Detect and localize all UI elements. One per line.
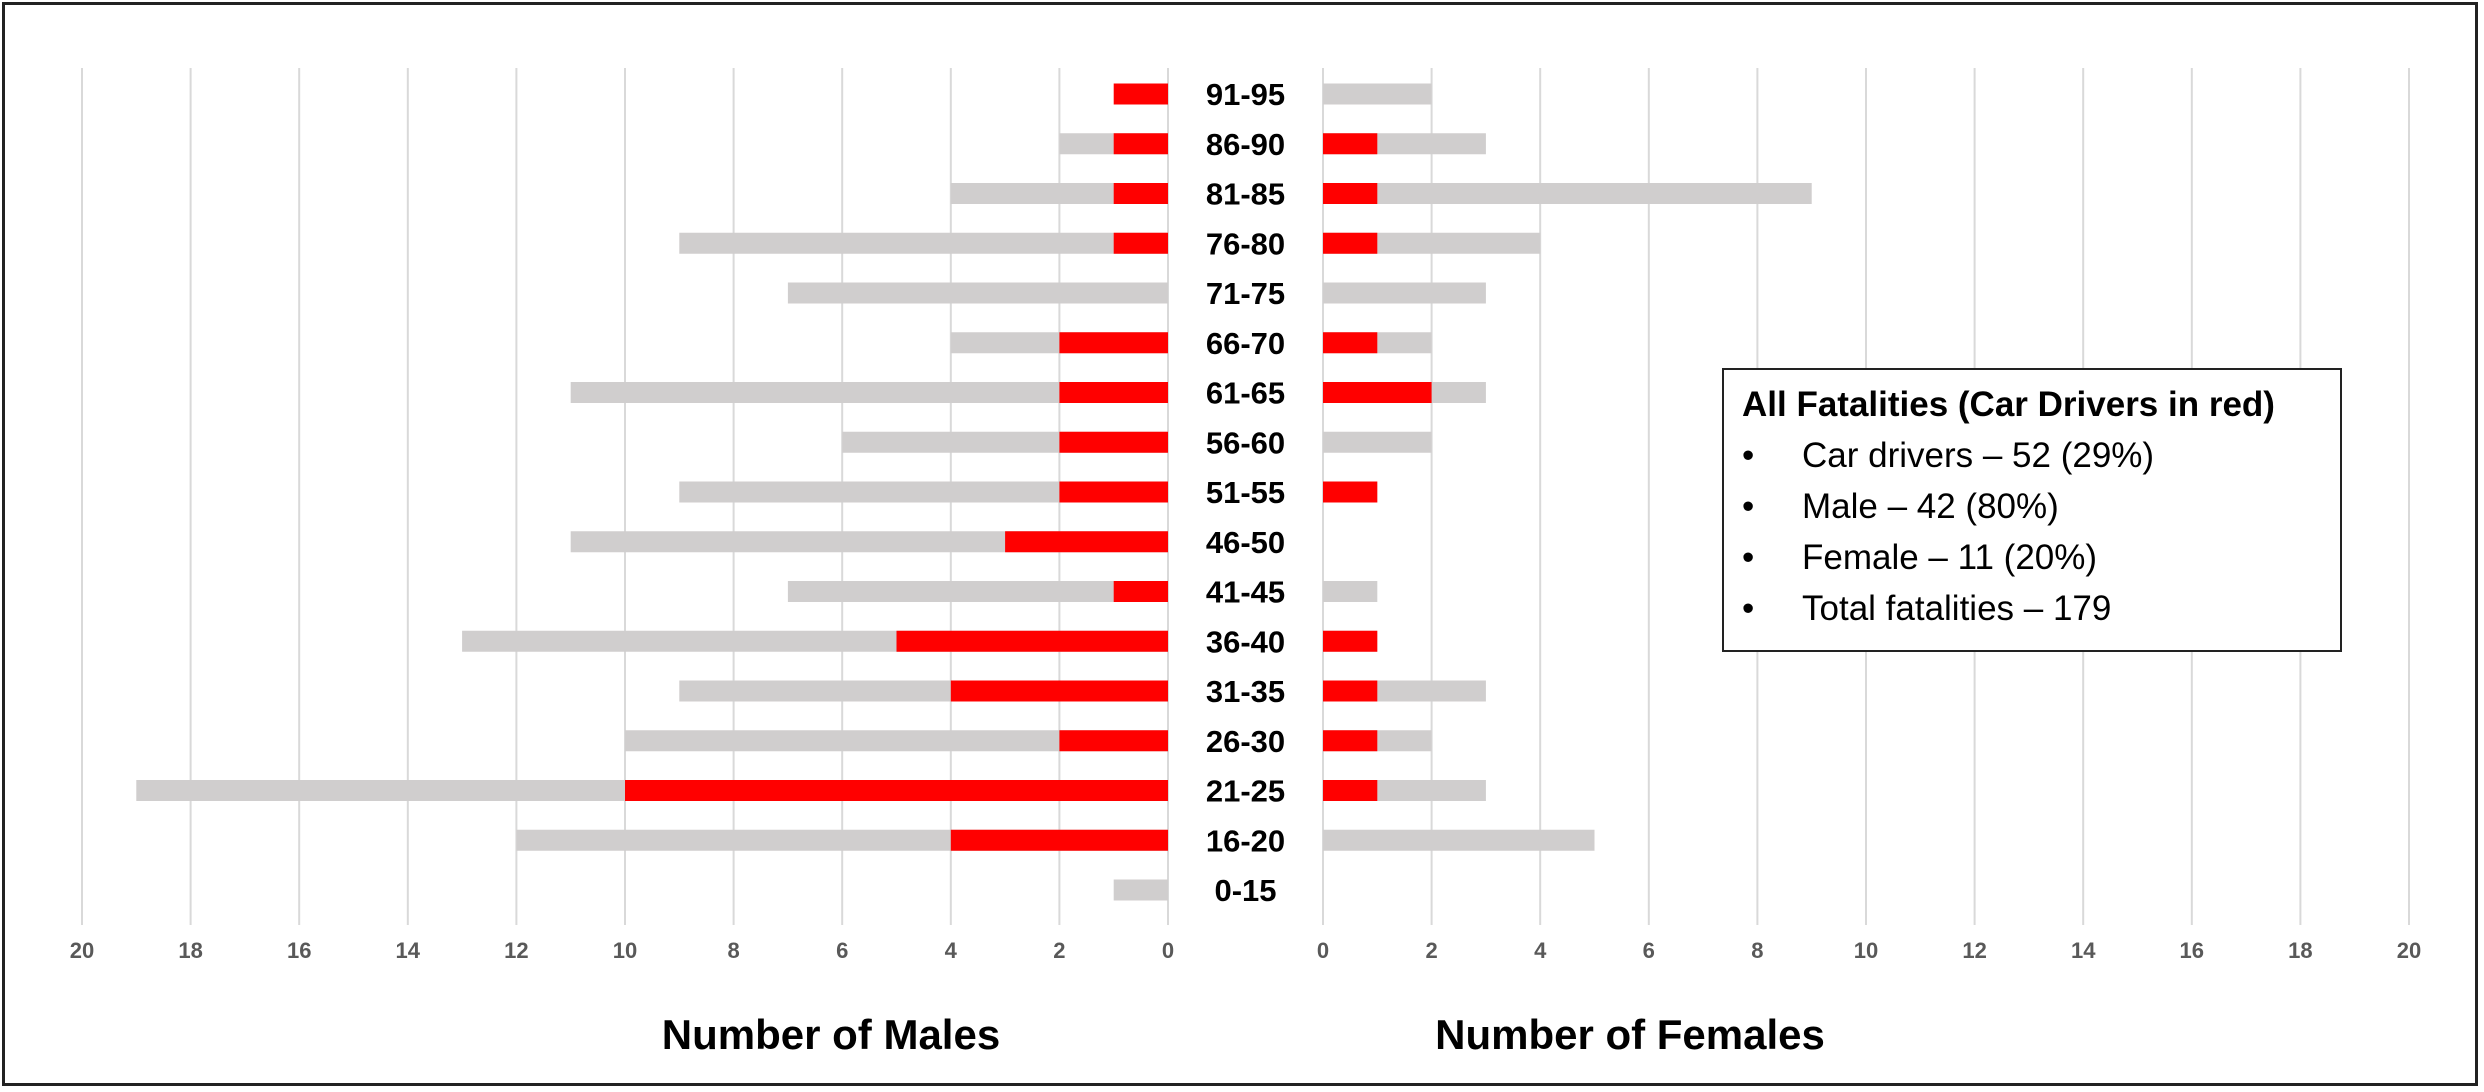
bar-female-all-16-20 [1323, 829, 1595, 851]
age-group-label: 31-35 [1206, 674, 1285, 709]
age-group-label: 76-80 [1206, 226, 1285, 261]
x-tick-label-left: 12 [504, 938, 528, 963]
bar-male-car-drivers-91-95 [1113, 83, 1168, 105]
legend-item-car-drivers: • Car drivers – 52 (29%) [1742, 430, 2322, 481]
legend-title: All Fatalities (Car Drivers in red) [1742, 385, 2275, 424]
bar-female-car-drivers-61-65 [1323, 382, 1432, 403]
x-tick-label-left: 20 [70, 938, 94, 963]
age-group-label: 61-65 [1206, 376, 1285, 411]
bar-male-car-drivers-26-30 [1059, 730, 1168, 752]
x-axis-title-females: Number of Females [1435, 1011, 1825, 1058]
bar-female-car-drivers-51-55 [1323, 481, 1378, 503]
age-group-label: 91-95 [1206, 77, 1285, 112]
age-group-label: 36-40 [1206, 624, 1285, 659]
x-tick-label-left: 16 [287, 938, 311, 963]
legend-item-label: Female – 11 (20%) [1802, 538, 2098, 577]
bar-female-car-drivers-66-70 [1323, 332, 1378, 354]
age-group-label: 56-60 [1206, 425, 1285, 460]
x-tick-label-right: 16 [2180, 938, 2204, 963]
age-group-label: 51-55 [1206, 475, 1285, 510]
bar-male-car-drivers-41-45 [1113, 581, 1168, 602]
age-group-label: 71-75 [1206, 276, 1285, 311]
age-group-label: 81-85 [1206, 177, 1285, 212]
x-tick-label-left: 6 [836, 938, 848, 963]
bar-female-all-71-75 [1323, 282, 1486, 304]
bar-male-car-drivers-81-85 [1113, 183, 1168, 204]
bar-male-all-71-75 [787, 282, 1168, 304]
x-tick-label-right: 20 [2397, 938, 2421, 963]
x-tick-label-left: 8 [727, 938, 739, 963]
bar-female-car-drivers-26-30 [1323, 730, 1378, 752]
x-tick-label-left: 14 [396, 938, 421, 963]
bar-female-car-drivers-86-90 [1323, 133, 1378, 155]
legend-item-total: • Total fatalities – 179 [1742, 583, 2322, 634]
legend-item-male: • Male – 42 (80%) [1742, 481, 2322, 532]
x-tick-label-left: 0 [1162, 938, 1174, 963]
bar-male-car-drivers-86-90 [1113, 133, 1168, 155]
tick-labels: 0 0 2 2 4 4 6 6 8 8 10 10 12 12 14 14 16 16 18 18 20 20 [70, 938, 2421, 963]
legend-box: All Fatalities (Car Drivers in red) • Ca… [1722, 368, 2342, 652]
age-group-label: 66-70 [1206, 326, 1285, 361]
bars [136, 83, 1812, 901]
bar-male-all-0-15 [1113, 879, 1168, 901]
x-tick-label-right: 6 [1643, 938, 1655, 963]
x-tick-label-left: 2 [1053, 938, 1065, 963]
bar-male-all-61-65 [570, 382, 1168, 403]
bar-male-car-drivers-51-55 [1059, 481, 1168, 503]
legend-item-label: Total fatalities – 179 [1802, 589, 2112, 628]
bar-male-car-drivers-66-70 [1059, 332, 1168, 354]
bar-female-all-56-60 [1323, 431, 1432, 453]
age-group-label: 16-20 [1206, 823, 1285, 858]
x-tick-label-right: 10 [1854, 938, 1878, 963]
age-group-label: 86-90 [1206, 127, 1285, 162]
age-group-label: 0-15 [1214, 873, 1276, 908]
bullet-icon: • [1742, 436, 1755, 475]
x-tick-label-right: 14 [2071, 938, 2096, 963]
bullet-icon: • [1742, 538, 1755, 577]
age-labels: 0-15 16-20 21-25 26-30 31-35 36-40 41-45 46-50 5… [1206, 77, 1285, 908]
bar-male-car-drivers-31-35 [950, 680, 1168, 702]
x-tick-label-right: 18 [2288, 938, 2312, 963]
x-tick-label-left: 10 [613, 938, 637, 963]
bar-male-all-76-80 [679, 232, 1168, 254]
bar-female-all-91-95 [1323, 83, 1432, 105]
age-group-label: 46-50 [1206, 525, 1285, 560]
x-tick-label-left: 4 [945, 938, 958, 963]
bar-male-all-51-55 [679, 481, 1168, 503]
x-tick-label-left: 18 [178, 938, 202, 963]
bar-male-car-drivers-76-80 [1113, 232, 1168, 254]
x-tick-label-right: 8 [1751, 938, 1763, 963]
legend-item-label: Male – 42 (80%) [1802, 487, 2059, 526]
bar-male-car-drivers-46-50 [1005, 531, 1168, 553]
bar-female-car-drivers-76-80 [1323, 232, 1378, 254]
legend-item-label: Car drivers – 52 (29%) [1802, 436, 2155, 475]
legend-item-female: • Female – 11 (20%) [1742, 532, 2322, 583]
x-tick-label-right: 4 [1534, 938, 1547, 963]
x-tick-label-right: 0 [1317, 938, 1329, 963]
bar-female-car-drivers-36-40 [1323, 630, 1378, 652]
x-tick-label-right: 12 [1962, 938, 1986, 963]
bar-male-car-drivers-16-20 [950, 829, 1168, 851]
bar-male-car-drivers-56-60 [1059, 431, 1168, 453]
x-axis-title-males: Number of Males [662, 1011, 1000, 1058]
bullet-icon: • [1742, 589, 1755, 628]
bar-male-car-drivers-61-65 [1059, 382, 1168, 403]
bar-female-car-drivers-81-85 [1323, 183, 1378, 204]
bullet-icon: • [1742, 487, 1755, 526]
bar-female-all-81-85 [1323, 183, 1812, 204]
bar-female-car-drivers-31-35 [1323, 680, 1378, 702]
bar-male-all-41-45 [787, 581, 1168, 602]
bar-female-all-41-45 [1323, 581, 1378, 602]
bar-male-car-drivers-21-25 [625, 780, 1168, 801]
bar-female-car-drivers-21-25 [1323, 780, 1378, 801]
bar-male-car-drivers-36-40 [896, 630, 1168, 652]
x-tick-label-right: 2 [1425, 938, 1437, 963]
age-group-label: 21-25 [1206, 774, 1285, 809]
bar-male-all-26-30 [625, 730, 1168, 752]
age-group-label: 41-45 [1206, 575, 1285, 610]
age-group-label: 26-30 [1206, 724, 1285, 759]
